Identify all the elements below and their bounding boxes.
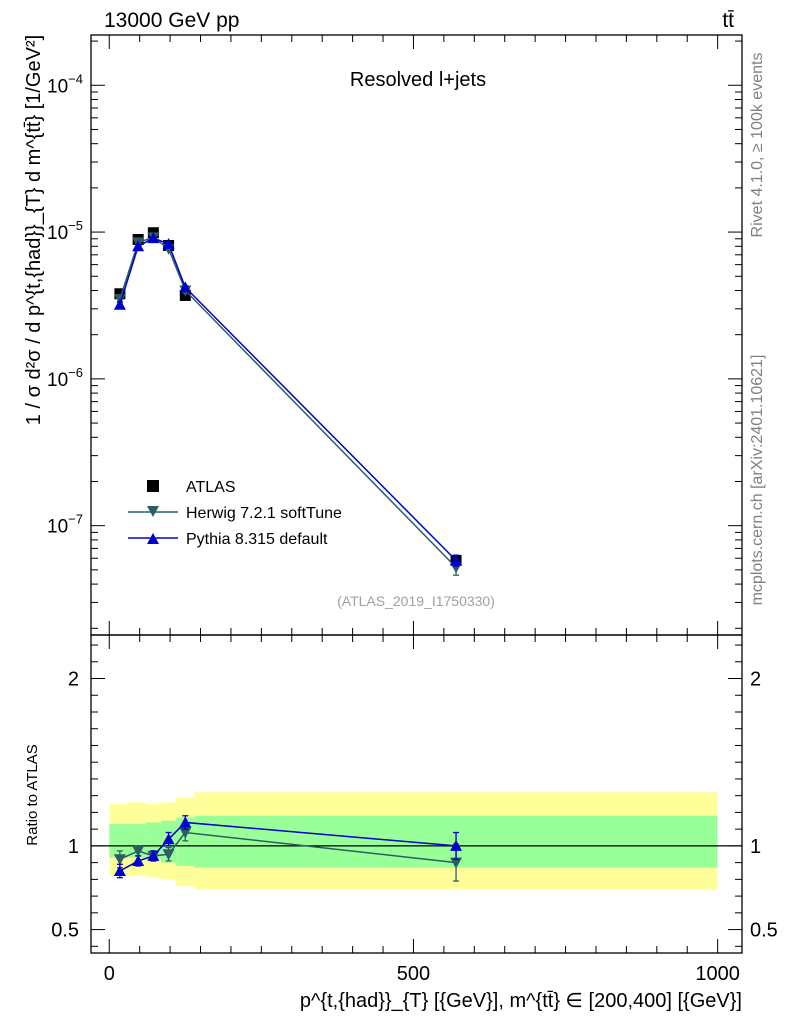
- main-point-pythia: [162, 237, 175, 249]
- energy-label: 13000 GeV pp: [104, 9, 239, 32]
- legend-label-pythia: Pythia 8.315 default: [186, 531, 328, 548]
- main-line-pythia: [119, 237, 457, 561]
- ratio-series-layer: [113, 815, 463, 882]
- ratio-point-herwig: [450, 857, 463, 869]
- ratio-panel-frame: [90, 634, 743, 954]
- ratio-point-herwig: [162, 849, 175, 861]
- ratio-line-herwig: [119, 831, 457, 864]
- ratio-uncertainty-bands: [109, 792, 718, 890]
- main-y-tick-label: 10−4: [47, 71, 83, 97]
- main-point-pythia: [113, 298, 126, 310]
- main-point-pythia: [450, 554, 463, 566]
- ratio-y-tick-label-right: 0.5: [750, 920, 778, 942]
- x-tick-label: 0: [104, 963, 115, 985]
- legend: ATLAS Herwig 7.2.1 softTune Pythia 8.315…: [128, 479, 342, 548]
- x-axis-label: p^{t,{had}}_{T} [{GeV}], m^{tt̄} ∈ [200,…: [300, 990, 742, 1012]
- ratio-band-inner: [109, 824, 128, 858]
- mcplots-label: mcplots.cern.ch [arXiv:2401.10621]: [749, 355, 766, 606]
- ratio-point-pythia: [450, 839, 463, 851]
- x-tick-label: 1000: [695, 963, 740, 985]
- main-y-tick-label: 10−6: [47, 365, 83, 391]
- ratio-y-tick-label: 0.5: [51, 920, 79, 942]
- ratio-y-tick-label-right: 1: [750, 836, 761, 858]
- main-axis-ticks: 10−4 10−5 10−6 10−7: [47, 35, 742, 635]
- ratio-point-herwig: [179, 827, 192, 839]
- main-series-layer: [113, 227, 463, 576]
- ratio-y-tick-label: 2: [68, 669, 79, 691]
- legend-marker-atlas: [147, 480, 159, 492]
- analysis-watermark: (ATLAS_2019_I1750330): [337, 593, 495, 609]
- plot-title: Resolved l+jets: [350, 69, 486, 91]
- ratio-point-pythia: [113, 864, 126, 876]
- main-point-atlas: [114, 288, 126, 300]
- ratio-point-herwig: [113, 854, 126, 866]
- main-y-tick-label: 10−7: [47, 512, 83, 538]
- ratio-point-pythia: [162, 833, 175, 845]
- ratio-point-herwig: [132, 845, 145, 857]
- legend-label-herwig: Herwig 7.2.1 softTune: [186, 505, 342, 522]
- ratio-axis-ticks: 0.5 0.5 1 1 2 2 0 500 1000: [51, 635, 778, 985]
- process-label: tt̄: [722, 9, 734, 32]
- rivet-version-label: Rivet 4.1.0, ≥ 100k events: [749, 53, 766, 238]
- main-line-herwig: [119, 236, 457, 568]
- ratio-y-label: Ratio to ATLAS: [24, 744, 41, 845]
- x-tick-label: 500: [397, 963, 430, 985]
- main-point-pythia: [132, 240, 145, 252]
- legend-label-atlas: ATLAS: [186, 479, 236, 496]
- ratio-y-tick-label-right: 2: [750, 669, 761, 691]
- ratio-band-inner: [145, 822, 161, 860]
- main-point-pythia: [179, 281, 192, 293]
- ratio-y-tick-label: 1: [68, 836, 79, 858]
- main-y-tick-label: 10−5: [47, 218, 83, 244]
- ratio-point-pythia: [132, 854, 145, 866]
- main-y-label: 1 / σ d²σ / d p^{t,{had}}_{T} d m^{tt̄} …: [23, 35, 45, 425]
- legend-marker-herwig: [147, 506, 159, 517]
- ratio-point-pythia: [179, 816, 192, 828]
- legend-marker-pythia: [147, 533, 159, 544]
- ratio-point-pythia: [147, 849, 160, 861]
- main-point-pythia: [147, 232, 160, 244]
